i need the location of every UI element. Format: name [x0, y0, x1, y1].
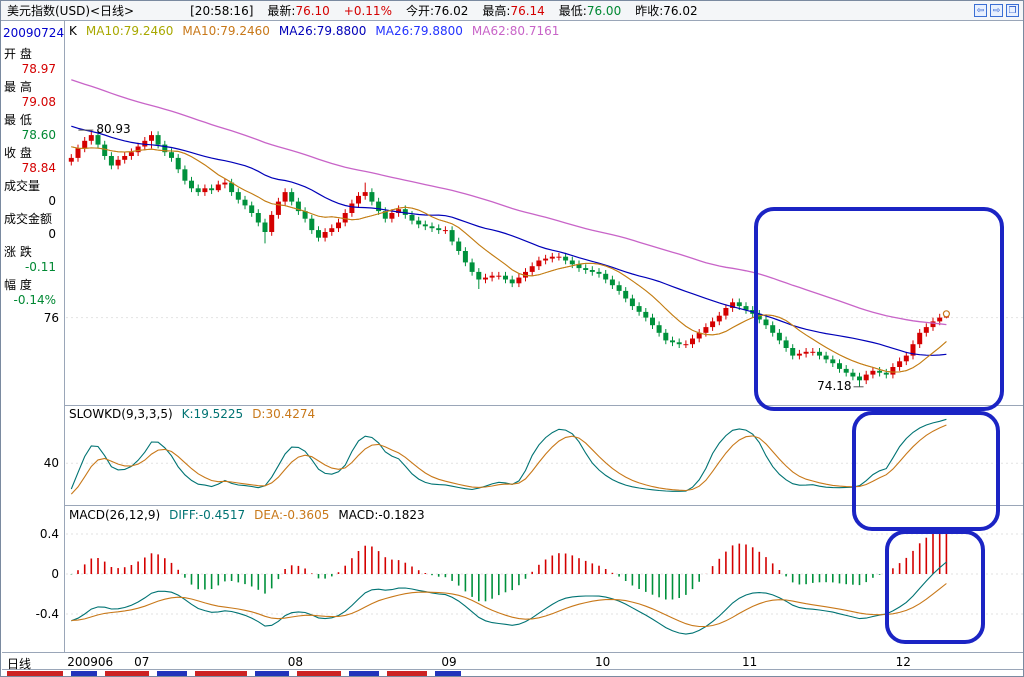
legend-item: K [69, 24, 77, 38]
quote-field: +0.11% [343, 4, 392, 18]
scroll-left-button[interactable]: ⇦ [974, 4, 987, 17]
x-axis-month-label: 09 [441, 655, 457, 669]
legend-item: MA26:79.8800 [375, 24, 463, 38]
legend-item: D:30.4274 [252, 407, 316, 421]
sidebar-field-label: 涨 跌 [4, 245, 32, 259]
clipped-text-fragment [297, 671, 341, 676]
clipped-text-fragment [195, 671, 247, 676]
window-buttons: ⇦ ⇨ ❐ [974, 4, 1019, 17]
clipped-text-fragment [71, 671, 97, 676]
x-axis-month-label: 200906 [67, 655, 114, 669]
quote-header: 美元指数(USD)<日线> [20:58:16] 最新:76.10 +0.11% 今… [1, 1, 1023, 21]
period-label: 日线 [7, 657, 32, 671]
cursor-date: 20090724 [3, 26, 65, 40]
sidebar-field-value: 78.84 [21, 161, 56, 175]
legend-item: MACD(26,12,9) [69, 508, 161, 522]
sidebar-field-label: 最 低 [4, 113, 32, 127]
axis-label: 76 [43, 310, 59, 325]
high-price-marker: 80.93 [96, 122, 131, 137]
sidebar-field-label: 成交金额 [4, 212, 53, 226]
sidebar-field-value: 78.60 [21, 128, 56, 142]
kd-legend: SLOWKD(9,3,3,5) K:19.5225 D:30.4274 [69, 407, 324, 421]
sidebar-field-value: 0 [48, 227, 56, 241]
legend-item: MA10:79.2460 [182, 24, 270, 38]
legend-item: MA62:80.7161 [471, 24, 560, 38]
legend-item: MACD:-0.1823 [338, 508, 425, 522]
x-axis-month-label: 07 [134, 655, 150, 669]
sidebar-field-label: 开 盘 [4, 47, 32, 61]
legend-item: DEA:-0.3605 [254, 508, 330, 522]
sidebar-field-value: -0.14% [13, 293, 56, 307]
instrument-title: 美元指数(USD)<日线> [7, 4, 135, 18]
sidebar-field-label: 幅 度 [4, 278, 32, 292]
legend-item: DIFF:-0.4517 [169, 508, 246, 522]
sidebar-field-label: 成交量 [4, 179, 41, 193]
quote-field: 今开:76.02 [405, 4, 469, 18]
axis-label: -0.4 [35, 607, 59, 621]
low-price-marker: 74.18 [817, 378, 852, 393]
legend-item: K:19.5225 [181, 407, 244, 421]
quote-field: 最新:76.10 [267, 4, 330, 18]
legend-item: MA10:79.2460 [85, 24, 174, 38]
clipped-text-fragment [157, 671, 187, 676]
price-legend: K MA10:79.2460 MA10:79.2460 MA26:79.8800 MA2… [69, 24, 568, 38]
axis-label: 0 [51, 567, 59, 581]
x-axis-month-label: 08 [287, 655, 304, 669]
axis-label: 40 [43, 456, 59, 471]
legend-item: MA26:79.8800 [278, 24, 367, 38]
axis-label: 0.4 [39, 527, 59, 541]
clipped-text-fragment [349, 671, 379, 676]
quote-time: [20:58:16] [190, 3, 254, 18]
legend-item: SLOWKD(9,3,3,5) [69, 407, 173, 421]
clipped-text-fragment [105, 671, 149, 676]
sidebar-field-value: 78.97 [21, 62, 56, 76]
quote-field: 最高:76.14 [482, 4, 545, 18]
clipped-text-fragment [387, 671, 427, 676]
quote-field: 最低:76.00 [558, 4, 622, 18]
window-mode-button[interactable]: ❐ [1006, 4, 1019, 17]
sidebar-field-label: 最 高 [4, 80, 32, 94]
clipped-text-fragment [435, 671, 461, 676]
quote-field: 昨收:76.02 [635, 4, 698, 18]
sidebar-field-label: 收 盘 [4, 146, 32, 160]
x-axis-month-label: 10 [595, 655, 611, 669]
scroll-right-button[interactable]: ⇨ [990, 4, 1003, 17]
clipped-text-fragment [7, 671, 63, 676]
x-axis-month-label: 12 [895, 655, 911, 669]
quote-sidebar: 20090724 开 盘 78.97 最 高 79.08 最 低 78.60 收 盘 78.8… [1, 21, 65, 652]
sidebar-field-value: 79.08 [21, 95, 56, 109]
sidebar-field-value: 0 [48, 194, 56, 208]
x-axis-month-label: 11 [741, 655, 758, 669]
macd-legend: MACD(26,12,9) DIFF:-0.4517 DEA:-0.3605 MACD… [69, 508, 434, 522]
sidebar-field-value: -0.11 [24, 260, 56, 274]
quote-fields: 最新:76.10 +0.11% 今开:76.02 最高:76.14 最低:76.00 昨收… [253, 2, 697, 19]
clipped-text-fragment [255, 671, 289, 676]
